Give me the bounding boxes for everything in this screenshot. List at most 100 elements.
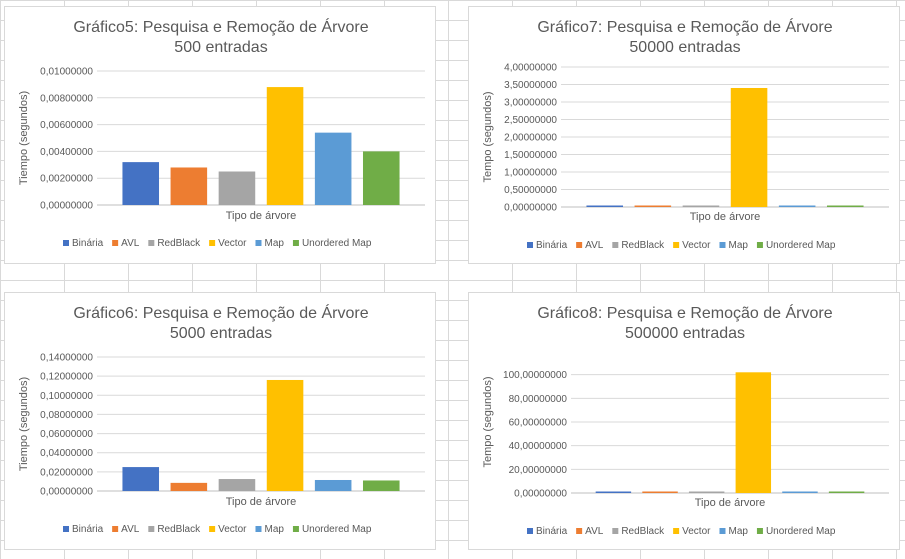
chart-grafico5[interactable]: Gráfico5: Pesquisa e Remoção de Árvore 50… bbox=[4, 6, 436, 264]
y-tick-label: 0,00600000 bbox=[40, 120, 93, 131]
y-tick-label: 1,00000000 bbox=[504, 168, 557, 179]
legend-label[interactable]: Vector bbox=[218, 238, 247, 249]
legend-label[interactable]: Unordered Map bbox=[302, 238, 372, 249]
chart-title-line: 5000 entradas bbox=[170, 325, 272, 342]
bar-unordered-map[interactable] bbox=[828, 491, 865, 494]
chart-title-line: Gráfico6: Pesquisa e Remoção de Árvore bbox=[73, 303, 368, 322]
bar-avl[interactable] bbox=[170, 482, 208, 491]
y-axis-title: Tempo (segundos) bbox=[482, 376, 494, 467]
legend-label[interactable]: Map bbox=[264, 524, 284, 535]
legend-swatch bbox=[576, 242, 583, 248]
legend-label[interactable]: Unordered Map bbox=[302, 524, 372, 535]
legend-swatch bbox=[576, 528, 583, 534]
x-axis-title: Tipo de árvore bbox=[695, 497, 766, 509]
bar-unordered-map[interactable] bbox=[362, 151, 400, 205]
y-tick-label: 4,00000000 bbox=[504, 63, 557, 74]
legend-label[interactable]: AVL bbox=[585, 526, 604, 537]
bar-vector[interactable] bbox=[266, 87, 304, 205]
bar-redblack[interactable] bbox=[218, 171, 256, 206]
legend-swatch bbox=[112, 240, 119, 246]
legend-swatch bbox=[148, 240, 155, 246]
y-tick-label: 80,00000000 bbox=[509, 394, 568, 405]
bar-binária[interactable] bbox=[586, 205, 624, 208]
legend-label[interactable]: RedBlack bbox=[621, 526, 665, 537]
legend-swatch bbox=[612, 242, 619, 248]
chart-title-line: Gráfico5: Pesquisa e Remoção de Árvore bbox=[73, 17, 368, 36]
bar-unordered-map[interactable] bbox=[362, 480, 400, 491]
legend-label[interactable]: Map bbox=[264, 238, 284, 249]
legend-label[interactable]: Vector bbox=[682, 240, 711, 251]
y-tick-label: 0,00000000 bbox=[504, 203, 557, 214]
bar-map[interactable] bbox=[778, 205, 816, 208]
legend-label[interactable]: Binária bbox=[72, 524, 104, 535]
y-tick-label: 2,50000000 bbox=[504, 115, 557, 126]
y-tick-label: 100,00000000 bbox=[503, 370, 567, 381]
legend-label[interactable]: Binária bbox=[536, 240, 568, 251]
y-tick-label: 1,50000000 bbox=[504, 150, 557, 161]
legend-label[interactable]: AVL bbox=[121, 524, 140, 535]
bar-map[interactable] bbox=[782, 491, 818, 494]
y-tick-label: 0,00400000 bbox=[40, 147, 93, 158]
legend-label[interactable]: Map bbox=[728, 526, 748, 537]
bar-binária[interactable] bbox=[595, 491, 632, 494]
x-axis-title: Tipo de árvore bbox=[226, 496, 297, 508]
chart-svg: Gráfico8: Pesquisa e Remoção de Árvore 50… bbox=[482, 303, 889, 537]
chart-title-line: Gráfico8: Pesquisa e Remoção de Árvore bbox=[537, 303, 832, 322]
legend-swatch bbox=[63, 526, 69, 532]
legend-swatch bbox=[527, 528, 533, 534]
y-axis-title: Tiempo (segundos) bbox=[18, 377, 30, 471]
legend-swatch bbox=[255, 240, 262, 246]
legend-swatch bbox=[148, 526, 155, 532]
chart-svg: Gráfico7: Pesquisa e Remoção de Árvore 50… bbox=[482, 17, 889, 251]
legend-swatch bbox=[673, 242, 680, 248]
bar-binária[interactable] bbox=[122, 467, 160, 491]
chart-svg: Gráfico6: Pesquisa e Remoção de Árvore 50… bbox=[18, 303, 425, 535]
y-tick-label: 0,06000000 bbox=[40, 429, 93, 440]
y-tick-label: 0,12000000 bbox=[40, 372, 93, 383]
bar-vector[interactable] bbox=[735, 372, 772, 493]
bar-map[interactable] bbox=[314, 132, 352, 205]
x-axis-title: Tipo de árvore bbox=[690, 211, 761, 223]
legend-swatch bbox=[673, 528, 680, 534]
y-axis-title: Tiempo (segundos) bbox=[18, 91, 30, 185]
legend-label[interactable]: Binária bbox=[536, 526, 568, 537]
bar-redblack[interactable] bbox=[682, 205, 720, 208]
y-tick-label: 0,01000000 bbox=[40, 67, 93, 78]
legend-label[interactable]: RedBlack bbox=[157, 238, 201, 249]
legend-label[interactable]: Unordered Map bbox=[766, 526, 836, 537]
legend-swatch bbox=[292, 240, 299, 246]
legend-label[interactable]: Binária bbox=[72, 238, 104, 249]
bar-binária[interactable] bbox=[122, 162, 160, 205]
legend-swatch bbox=[63, 240, 69, 246]
legend-label[interactable]: RedBlack bbox=[621, 240, 665, 251]
legend-label[interactable]: Vector bbox=[218, 524, 247, 535]
bar-avl[interactable] bbox=[642, 491, 678, 494]
legend-swatch bbox=[612, 528, 619, 534]
legend-label[interactable]: Vector bbox=[682, 526, 711, 537]
bar-avl[interactable] bbox=[634, 205, 672, 208]
legend-label[interactable]: RedBlack bbox=[157, 524, 201, 535]
bar-map[interactable] bbox=[314, 479, 352, 491]
legend-label[interactable]: AVL bbox=[121, 238, 140, 249]
bar-avl[interactable] bbox=[170, 167, 208, 205]
bar-vector[interactable] bbox=[266, 379, 304, 491]
bar-redblack[interactable] bbox=[688, 491, 725, 494]
y-tick-label: 0,00800000 bbox=[40, 93, 93, 104]
bar-redblack[interactable] bbox=[218, 479, 256, 491]
legend-label[interactable]: Map bbox=[728, 240, 748, 251]
legend-swatch bbox=[112, 526, 119, 532]
x-axis-title: Tipo de árvore bbox=[226, 210, 297, 222]
y-tick-label: 0,02000000 bbox=[40, 467, 93, 478]
bar-unordered-map[interactable] bbox=[826, 205, 864, 208]
legend-swatch bbox=[292, 526, 299, 532]
chart-grafico6[interactable]: Gráfico6: Pesquisa e Remoção de Árvore 50… bbox=[4, 292, 436, 550]
chart-grafico8[interactable]: Gráfico8: Pesquisa e Remoção de Árvore 50… bbox=[468, 292, 900, 550]
chart-grafico7[interactable]: Gráfico7: Pesquisa e Remoção de Árvore 50… bbox=[468, 6, 900, 264]
legend-label[interactable]: Unordered Map bbox=[766, 240, 836, 251]
y-tick-label: 40,00000000 bbox=[509, 441, 568, 452]
bar-vector[interactable] bbox=[730, 88, 768, 207]
legend-swatch bbox=[756, 242, 763, 248]
chart-title-line: 500000 entradas bbox=[625, 325, 745, 342]
legend-label[interactable]: AVL bbox=[585, 240, 604, 251]
chart-title-line: 500 entradas bbox=[174, 39, 267, 56]
